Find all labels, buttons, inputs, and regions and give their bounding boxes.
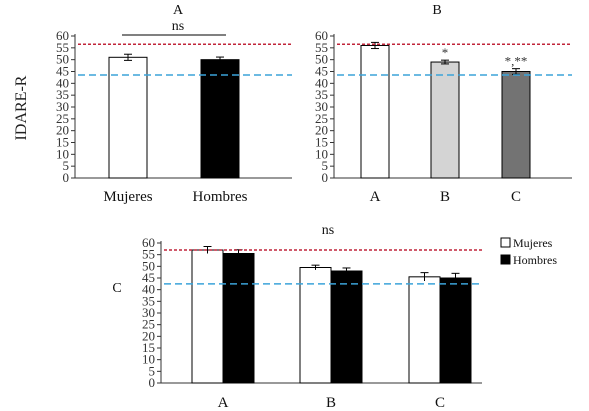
panel-a-bracket-label: ns: [172, 19, 184, 34]
panel-a-bar: [200, 59, 240, 179]
y-axis-label: IDARE-R: [13, 75, 30, 140]
panel-a-y-tick-label: 60: [56, 28, 69, 43]
panel-b-category-label: C: [511, 189, 521, 205]
panel-c-category-label: B: [326, 395, 336, 411]
panel-b-bar: [501, 71, 531, 179]
panel-b-category-label: B: [440, 189, 450, 205]
panel-c-y-tick-label: 60: [142, 235, 155, 250]
panel-b-y-tick-label: 35: [315, 87, 328, 102]
panel-a-y-tick-label: 5: [63, 158, 70, 173]
panel-c-y-tick-label: 35: [142, 293, 155, 308]
panel-b-y-tick-label: 50: [315, 52, 328, 67]
panel-b-significance-mark: *: [442, 45, 449, 60]
panel-c-y-tick-label: 50: [142, 258, 155, 273]
panel-a-y-tick-label: 45: [56, 64, 69, 79]
panel-b-y-tick-label: 40: [315, 75, 328, 90]
panel-a-y-tick-label: 50: [56, 52, 69, 67]
legend-swatch-mujeres: [500, 237, 511, 248]
panel-c-bar-mujeres: [408, 276, 441, 384]
panel-b-y-tick-label: 5: [322, 158, 329, 173]
panel-b-y-tick-label: 15: [315, 135, 328, 150]
panel-a-label: A: [173, 3, 184, 18]
panel-b-y-tick-label: 30: [315, 99, 328, 114]
panel-a-y-tick-label: 55: [56, 40, 69, 55]
panel-b-bar: [360, 44, 390, 179]
panel-b-category-label: A: [370, 189, 381, 205]
panel-c-y-tick-label: 20: [142, 328, 155, 343]
panel-c-bar-mujeres: [299, 267, 332, 384]
legend-label-hombres: Hombres: [513, 253, 557, 267]
panel-a-y-tick-label: 15: [56, 135, 69, 150]
panel-c-y-tick-label: 15: [142, 340, 155, 355]
legend: Mujeres Hombres: [500, 236, 557, 267]
panel-a-y-tick-label: 0: [63, 170, 70, 185]
panel-c-y-tick-label: 0: [149, 375, 156, 390]
panel-c-category-label: A: [218, 395, 229, 411]
panel-a-y-tick-label: 10: [56, 146, 69, 161]
panel-b-y-tick-label: 25: [315, 111, 328, 126]
panel-a-y-tick-label: 25: [56, 111, 69, 126]
panel-c-title: ns: [322, 223, 334, 238]
panel-b-label: B: [432, 3, 441, 18]
panel-a-bar: [108, 56, 148, 179]
panel-b-y-tick-label: 60: [315, 28, 328, 43]
panel-b-y-tick-label: 10: [315, 146, 328, 161]
legend-swatch-hombres: [500, 254, 511, 265]
panel-c-y-tick-label: 45: [142, 270, 155, 285]
panel-c-bar-hombres: [439, 277, 472, 384]
panel-c-y-tick-label: 10: [142, 352, 155, 367]
panel-c-y-tick-label: 5: [149, 363, 156, 378]
panel-c-y-tick-label: 30: [142, 305, 155, 320]
panel-a-y-tick-label: 40: [56, 75, 69, 90]
panel-c-category-label: C: [435, 395, 445, 411]
panel-b-bar: [430, 61, 460, 179]
panel-b-y-tick-label: 20: [315, 123, 328, 138]
panel-b-y-tick-label: 0: [322, 170, 329, 185]
panel-a-y-tick-label: 35: [56, 87, 69, 102]
panel-b-y-tick-label: 55: [315, 40, 328, 55]
panel-c-y-tick-label: 40: [142, 282, 155, 297]
panel-c-bar-hombres: [222, 253, 255, 384]
panel-b-significance-mark: *,**: [505, 54, 528, 69]
panel-a-category-label: Mujeres: [103, 189, 152, 205]
panel-c: ns C Mujeres Hombres 0510152025303540455…: [112, 223, 557, 411]
panel-c-bar-hombres: [330, 270, 363, 384]
panel-c-bar-mujeres: [191, 249, 224, 384]
legend-label-mujeres: Mujeres: [513, 236, 553, 250]
panel-c-y-tick-label: 55: [142, 247, 155, 262]
panel-a-y-tick-label: 30: [56, 99, 69, 114]
panel-c-y-tick-label: 25: [142, 317, 155, 332]
panel-b-y-tick-label: 45: [315, 64, 328, 79]
panel-c-label: C: [112, 281, 121, 296]
panel-a-category-label: Hombres: [193, 189, 248, 205]
panel-a-y-tick-label: 20: [56, 123, 69, 138]
